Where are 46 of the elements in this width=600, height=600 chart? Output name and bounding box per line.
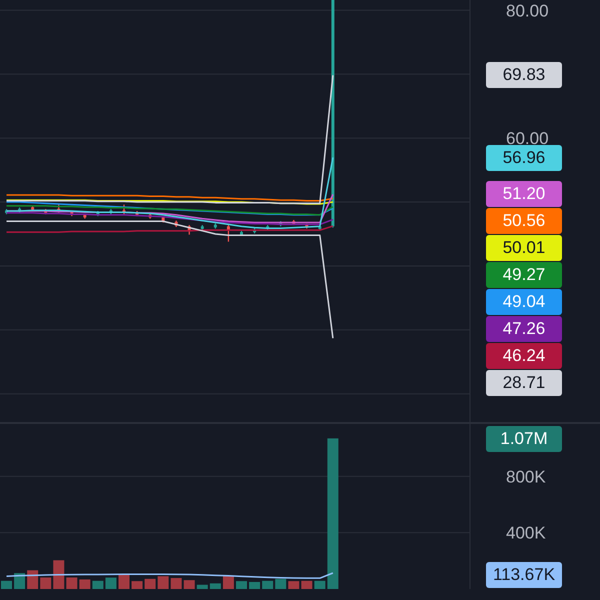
bar — [236, 581, 247, 589]
text: 51.20 — [486, 181, 562, 208]
bar — [249, 582, 260, 589]
bar — [14, 573, 26, 589]
bar — [79, 579, 90, 589]
bar — [132, 581, 143, 589]
bar — [275, 578, 286, 589]
text: 56.96 — [486, 144, 562, 171]
bar — [92, 580, 104, 589]
text: 49.27 — [486, 262, 562, 288]
bar — [210, 583, 221, 589]
bar — [105, 578, 116, 589]
text: 1.07M — [486, 426, 562, 452]
y-tick-label: 800K — [506, 467, 546, 486]
text: 28.71 — [486, 370, 562, 396]
text: 69.83 — [486, 62, 562, 88]
bar — [53, 560, 64, 589]
bar — [1, 580, 12, 589]
bar — [27, 570, 38, 589]
text: 50.01 — [486, 235, 562, 262]
text: 50.56 — [486, 208, 562, 234]
bar — [301, 580, 312, 589]
bar — [314, 580, 326, 589]
bar — [222, 575, 234, 589]
bar — [144, 578, 156, 589]
line-series — [6, 205, 334, 216]
text: 46.24 — [486, 343, 562, 370]
bar — [288, 581, 300, 589]
bar — [327, 438, 338, 589]
bar — [66, 577, 78, 589]
bar — [184, 580, 195, 589]
y-tick-label: 400K — [506, 524, 546, 543]
text: 47.26 — [486, 316, 562, 342]
bar — [196, 584, 208, 589]
line-series — [6, 212, 334, 226]
text: 49.04 — [486, 289, 562, 316]
bar — [40, 577, 52, 589]
line-series — [6, 74, 334, 204]
line-series — [6, 156, 334, 230]
bar — [118, 574, 130, 589]
bar — [170, 578, 182, 589]
bar — [158, 576, 169, 589]
line-series — [6, 225, 334, 233]
text: 113.67K — [486, 562, 562, 588]
bar — [262, 580, 274, 589]
y-tick-label: 80.00 — [506, 1, 549, 20]
